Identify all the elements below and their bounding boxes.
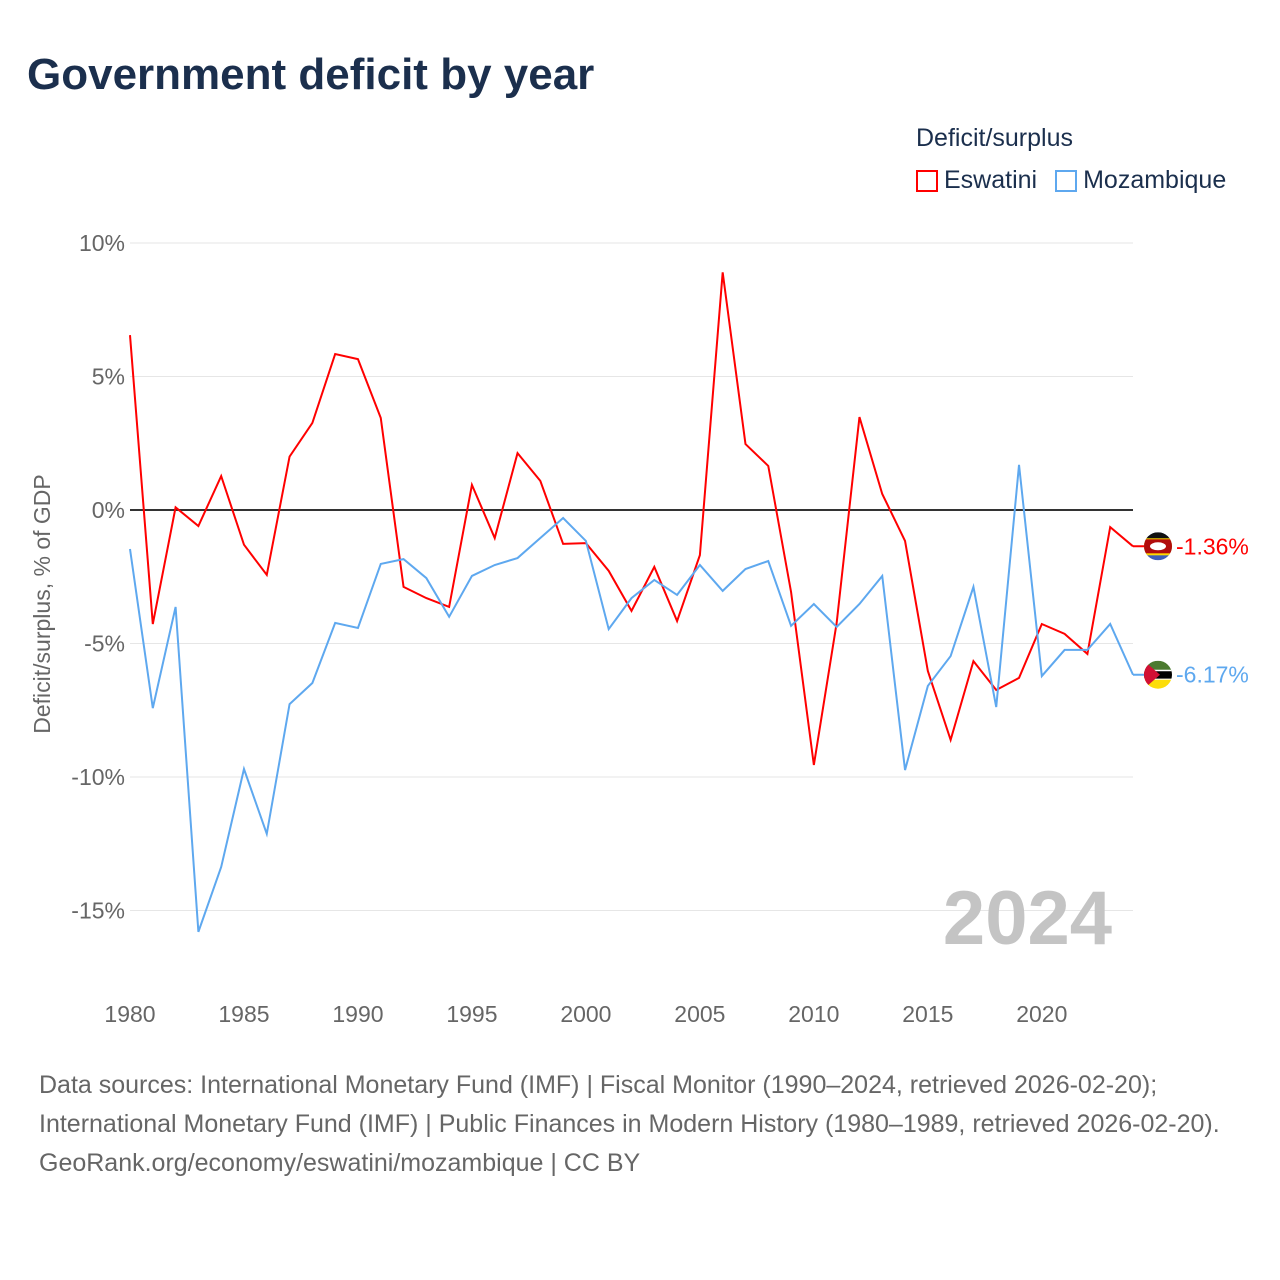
series-line-eswatini bbox=[129, 272, 1134, 766]
x-tick-label: 2015 bbox=[902, 1001, 953, 1027]
legend-label: Eswatini bbox=[944, 166, 1038, 194]
y-tick-label: 10% bbox=[79, 230, 125, 256]
series-line-mozambique bbox=[129, 464, 1134, 933]
footer: Data sources: International Monetary Fun… bbox=[39, 1066, 1239, 1183]
flag-icon-mozambique bbox=[1144, 660, 1172, 689]
legend-title: Deficit/surplus bbox=[916, 124, 1073, 152]
legend-label: Mozambique bbox=[1083, 166, 1227, 194]
year-watermark: 2024 bbox=[943, 876, 1112, 961]
x-tick-label: 1995 bbox=[446, 1001, 497, 1027]
y-axis-label: Deficit/surplus, % of GDP bbox=[29, 474, 55, 733]
y-tick-label: -5% bbox=[84, 631, 125, 657]
y-tick-label: -15% bbox=[71, 898, 125, 924]
x-tick-label: 1985 bbox=[218, 1001, 269, 1027]
x-tick-label: 2005 bbox=[674, 1001, 725, 1027]
legend-swatch-mozambique bbox=[1055, 169, 1078, 192]
x-tick-label: 2000 bbox=[560, 1001, 611, 1027]
chart-title: Government deficit by year bbox=[27, 50, 595, 99]
y-tick-label: 0% bbox=[92, 497, 125, 523]
y-tick-label: -10% bbox=[71, 764, 125, 790]
legend-item-mozambique[interactable]: Mozambique bbox=[1055, 166, 1226, 195]
data-sources: Data sources: International Monetary Fun… bbox=[39, 1071, 1220, 1138]
legend-swatch-eswatini bbox=[916, 169, 938, 192]
credit: GeoRank.org/economy/eswatini/mozambique … bbox=[39, 1149, 641, 1177]
x-tick-label: 2020 bbox=[1016, 1001, 1067, 1027]
flag-icon-eswatini bbox=[1144, 532, 1172, 561]
legend: Eswatini Mozambique bbox=[916, 166, 1226, 195]
legend-item-eswatini[interactable]: Eswatini bbox=[916, 166, 1037, 195]
x-tick-label: 2010 bbox=[788, 1001, 839, 1027]
end-value-label: -6.17% bbox=[1176, 662, 1249, 688]
end-value-label: -1.36% bbox=[1176, 533, 1249, 559]
x-tick-label: 1980 bbox=[104, 1001, 155, 1027]
x-tick-label: 1990 bbox=[332, 1001, 383, 1027]
y-tick-label: 5% bbox=[92, 364, 125, 390]
